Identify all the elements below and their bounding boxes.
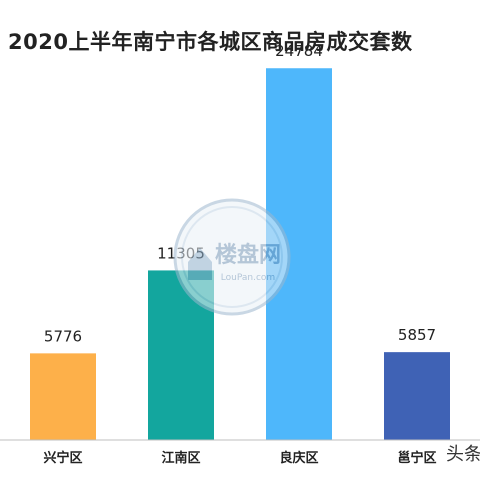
value-label-4: 5857: [398, 326, 436, 344]
watermark-brand: 楼盘网: [215, 242, 281, 268]
value-label-3: 24784: [275, 42, 323, 60]
watermark-ring: [173, 198, 291, 316]
house-icon: [188, 248, 212, 280]
category-label-3: 良庆区: [279, 450, 318, 466]
chart-title: 2020上半年南宁市各城区商品房成交套数: [8, 30, 413, 54]
category-label-2: 江南区: [161, 450, 200, 466]
footer-tag: 头条: [446, 444, 480, 465]
bar-1: [30, 353, 96, 440]
bars-group: [30, 68, 450, 441]
watermark-url: LouPan.com: [221, 273, 275, 283]
category-label-4: 邕宁区: [397, 450, 436, 466]
value-label-1: 5776: [44, 327, 82, 345]
category-labels-group: 兴宁区 江南区 良庆区 邕宁区: [43, 450, 436, 466]
watermark-logo: 楼盘网 LouPan.com: [173, 198, 291, 316]
watermark-inner-ring: [181, 206, 283, 308]
category-label-1: 兴宁区: [43, 450, 82, 466]
bar-4: [384, 352, 450, 440]
